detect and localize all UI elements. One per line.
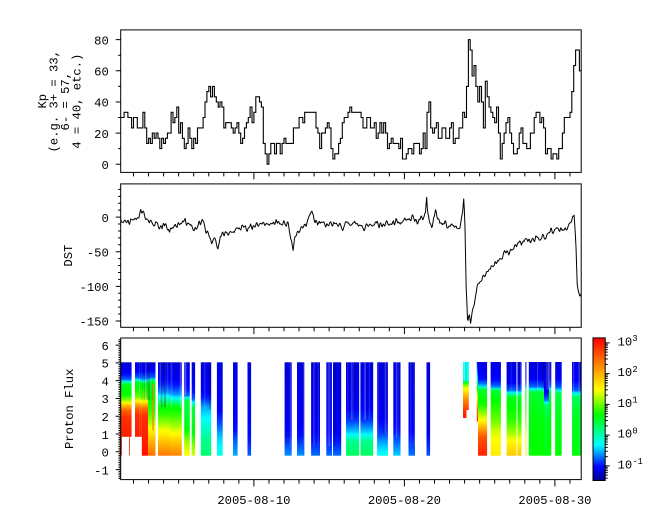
svg-text:4 = 40, etc.): 4 = 40, etc.) bbox=[71, 54, 85, 149]
svg-text:(e.g. 3+ = 33,: (e.g. 3+ = 33, bbox=[48, 50, 62, 152]
svg-text:3: 3 bbox=[101, 393, 108, 407]
svg-text:0: 0 bbox=[101, 212, 108, 226]
svg-text:2005-08-20: 2005-08-20 bbox=[368, 494, 441, 508]
svg-text:80: 80 bbox=[94, 35, 109, 49]
svg-text:2005-08-30: 2005-08-30 bbox=[518, 494, 591, 508]
svg-text:-1: -1 bbox=[94, 464, 109, 478]
svg-text:-100: -100 bbox=[80, 281, 109, 295]
svg-text:10: 10 bbox=[618, 366, 633, 380]
svg-text:10: 10 bbox=[618, 397, 633, 411]
svg-text:1: 1 bbox=[632, 396, 637, 406]
svg-text:0: 0 bbox=[101, 447, 108, 461]
svg-text:-1: -1 bbox=[632, 457, 643, 467]
svg-text:Proton Flux: Proton Flux bbox=[63, 369, 77, 449]
svg-text:60: 60 bbox=[94, 66, 109, 80]
svg-text:2: 2 bbox=[632, 365, 637, 375]
svg-text:6- = 57,: 6- = 57, bbox=[59, 72, 73, 131]
svg-text:6: 6 bbox=[101, 340, 108, 354]
svg-text:0: 0 bbox=[632, 426, 637, 436]
svg-text:-50: -50 bbox=[87, 247, 109, 261]
svg-text:-150: -150 bbox=[80, 316, 109, 330]
svg-text:10: 10 bbox=[618, 335, 633, 349]
svg-text:0: 0 bbox=[101, 159, 108, 173]
svg-text:4: 4 bbox=[101, 376, 108, 390]
svg-text:1: 1 bbox=[101, 429, 108, 443]
svg-text:2005-08-10: 2005-08-10 bbox=[217, 494, 290, 508]
svg-text:10: 10 bbox=[618, 428, 633, 442]
svg-text:40: 40 bbox=[94, 97, 109, 111]
svg-text:10: 10 bbox=[618, 458, 633, 472]
svg-text:2: 2 bbox=[101, 411, 108, 425]
svg-text:3: 3 bbox=[632, 334, 637, 344]
svg-text:20: 20 bbox=[94, 128, 109, 142]
svg-text:DST: DST bbox=[62, 245, 76, 267]
svg-text:5: 5 bbox=[101, 358, 108, 372]
svg-text:Kp: Kp bbox=[36, 94, 50, 109]
